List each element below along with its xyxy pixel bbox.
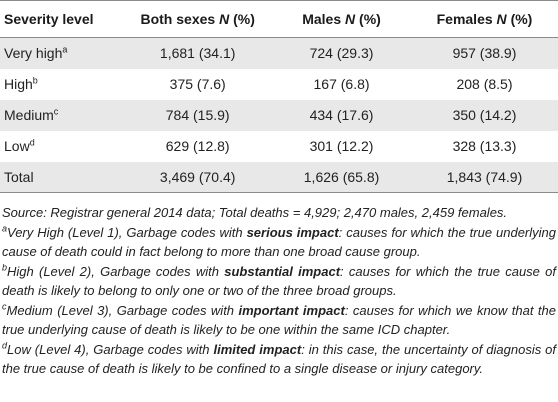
table-row: Mediumc 784 (15.9) 434 (17.6) 350 (14.2): [0, 99, 558, 131]
header-females: Females N (%): [410, 0, 558, 38]
footnote-b: bHigh (Level 2), Garbage codes with subs…: [2, 262, 557, 298]
severity-cell: Lowd: [4, 137, 35, 154]
severity-cell: Very higha: [4, 44, 68, 62]
table-header-row: Severity level Both sexes N (%) Males N …: [0, 0, 558, 38]
severity-cell: Total: [0, 161, 124, 193]
females-cell: 350 (14.2): [452, 107, 517, 123]
females-cell: 208 (8.5): [456, 76, 513, 92]
males-cell: 1,626 (65.8): [272, 161, 411, 193]
both-sexes-cell: 3,469 (70.4): [123, 161, 273, 193]
females-cell: 328 (13.3): [452, 138, 517, 154]
header-both-sexes: Both sexes N (%): [123, 0, 273, 38]
footnote-a: aVery High (Level 1), Garbage codes with…: [2, 223, 556, 259]
table-footnotes: Source: Registrar general 2014 data; Tot…: [0, 203, 556, 379]
footnote-c: cMedium (Level 3), Garbage codes with im…: [2, 301, 556, 337]
males-cell: 167 (6.8): [313, 76, 370, 92]
both-sexes-cell: 629 (12.8): [165, 138, 230, 154]
header-males: Males N (%): [272, 0, 411, 38]
severity-cell: Mediumc: [4, 106, 59, 123]
severity-table: Severity level Both sexes N (%) Males N …: [0, 0, 558, 193]
males-cell: 301 (12.2): [309, 138, 374, 154]
severity-cell: Highb: [4, 75, 38, 92]
females-cell: 957 (38.9): [452, 45, 517, 62]
females-cell: 1,843 (74.9): [410, 161, 558, 193]
both-sexes-cell: 375 (7.6): [169, 76, 226, 92]
males-cell: 724 (29.3): [309, 45, 374, 62]
table-row: Very higha 1,681 (34.1) 724 (29.3) 957 (…: [0, 37, 558, 69]
header-severity-level: Severity level: [0, 0, 124, 38]
table-row: Lowd 629 (12.8) 301 (12.2) 328 (13.3): [0, 130, 558, 162]
males-cell: 434 (17.6): [309, 107, 374, 123]
both-sexes-cell: 1,681 (34.1): [159, 45, 236, 62]
source-note: Source: Registrar general 2014 data; Tot…: [2, 205, 508, 220]
footnote-d: dLow (Level 4), Garbage codes with limit…: [2, 340, 556, 376]
table-row: Highb 375 (7.6) 167 (6.8) 208 (8.5): [0, 68, 558, 100]
table-row-total: Total 3,469 (70.4) 1,626 (65.8) 1,843 (7…: [0, 161, 558, 193]
both-sexes-cell: 784 (15.9): [165, 107, 230, 123]
